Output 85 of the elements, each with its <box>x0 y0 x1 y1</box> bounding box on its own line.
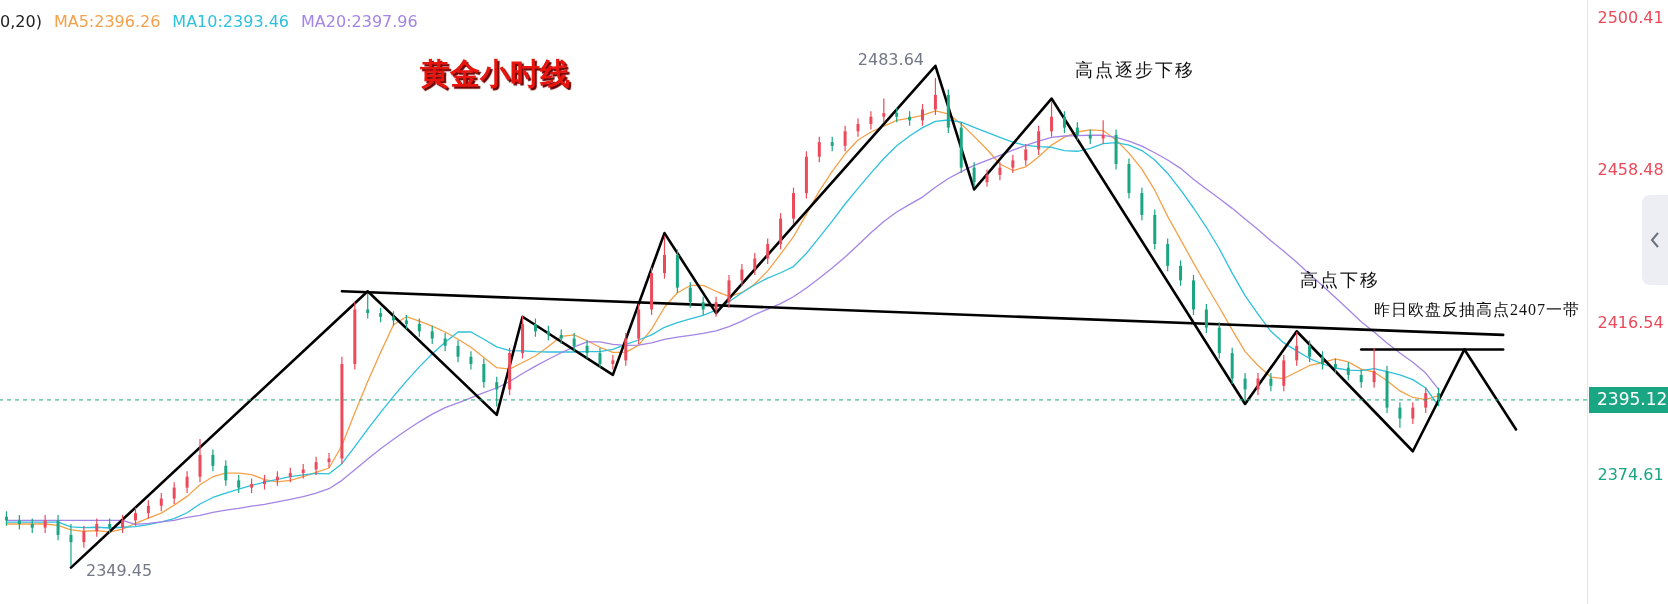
text: 黄金小时线 <box>420 56 570 92</box>
candlestick <box>701 296 705 316</box>
candlestick <box>1024 143 1028 167</box>
candlestick <box>572 332 576 352</box>
candlestick <box>172 481 176 505</box>
candlestick <box>972 161 976 188</box>
text: MA20:2397.96 <box>301 12 418 31</box>
candlestick <box>1346 361 1350 381</box>
candlestick <box>1308 339 1312 363</box>
candlestick <box>792 187 795 225</box>
legend-title: 0,20) <box>0 12 42 31</box>
candlestick <box>1359 368 1363 389</box>
annotation: 高点下移 <box>1300 269 1380 292</box>
ref-line-label: 2395.12 <box>1597 388 1668 409</box>
y-tick-label: 2458.48 <box>1597 160 1664 180</box>
candlestick <box>469 350 473 371</box>
candlestick <box>533 317 537 338</box>
candlestick <box>1050 100 1054 138</box>
candlestick <box>598 347 602 369</box>
candlestick <box>1372 347 1376 389</box>
candlestick <box>121 514 125 534</box>
candlestick <box>753 252 757 276</box>
candlestick <box>1321 350 1324 371</box>
candlestick <box>443 332 447 352</box>
candlestick <box>1062 110 1066 134</box>
candlestick <box>1191 274 1195 316</box>
candlestick <box>82 525 86 549</box>
annotation: 2349.45 <box>86 561 153 580</box>
candlestick <box>69 523 73 567</box>
candlestick <box>1179 259 1183 287</box>
candlestick <box>211 448 215 472</box>
candlestick <box>921 103 925 127</box>
candlestick <box>1101 119 1105 145</box>
candlestick <box>224 459 228 487</box>
candlestick <box>456 339 460 363</box>
candlestick <box>198 438 202 483</box>
candlestick <box>585 339 589 360</box>
candlestick <box>714 296 718 318</box>
candlestick <box>95 517 99 538</box>
candlestick <box>933 77 937 116</box>
candlestick <box>237 474 241 494</box>
y-tick-label: 2500.41 <box>1597 7 1664 27</box>
candlestick <box>43 514 47 534</box>
candlestick <box>482 357 486 389</box>
candlestick <box>1075 121 1079 141</box>
candlestick <box>740 263 744 287</box>
candlestick <box>56 514 60 541</box>
y-tick-label: 2416.54 <box>1597 312 1664 332</box>
candlestick <box>263 474 266 491</box>
text: MA5:2396.26 <box>53 12 161 31</box>
candlestick <box>1411 401 1415 425</box>
candlestick <box>1204 303 1208 334</box>
candlestick <box>366 293 370 320</box>
candlestick <box>1269 372 1273 392</box>
candlestick <box>1295 331 1299 367</box>
candlestick <box>1037 125 1041 156</box>
candlestick <box>133 507 137 527</box>
candlestick <box>1140 187 1144 221</box>
candlestick <box>430 325 434 345</box>
candlestick <box>869 110 873 131</box>
candlestick <box>624 332 628 367</box>
candlestick <box>766 237 770 265</box>
candlestick <box>856 117 860 138</box>
annotation: 2483.64 <box>857 50 924 69</box>
candlestick <box>882 97 886 123</box>
candlestick <box>1256 372 1260 396</box>
candlestick <box>1166 237 1170 272</box>
candlestick <box>688 281 692 309</box>
candlestick <box>146 499 150 520</box>
candlestick <box>185 470 189 494</box>
candlestick <box>727 274 731 309</box>
annotation: 高点逐步下移 <box>1075 59 1195 82</box>
candlestick <box>417 317 421 338</box>
y-tick-label: 2374.61 <box>1597 465 1664 485</box>
candlestick <box>611 354 615 371</box>
text: MA10:2393.46 <box>172 12 290 31</box>
candlestick <box>159 492 163 512</box>
candlestick <box>1011 154 1015 174</box>
candlestick <box>314 456 318 476</box>
candlestick <box>998 161 1002 181</box>
candlestick <box>843 125 847 152</box>
candlestick <box>662 235 666 280</box>
annotation: 昨日欧盘反抽高点2407一带 <box>1374 300 1580 320</box>
candlestick <box>985 168 989 188</box>
candlestick <box>817 136 821 163</box>
